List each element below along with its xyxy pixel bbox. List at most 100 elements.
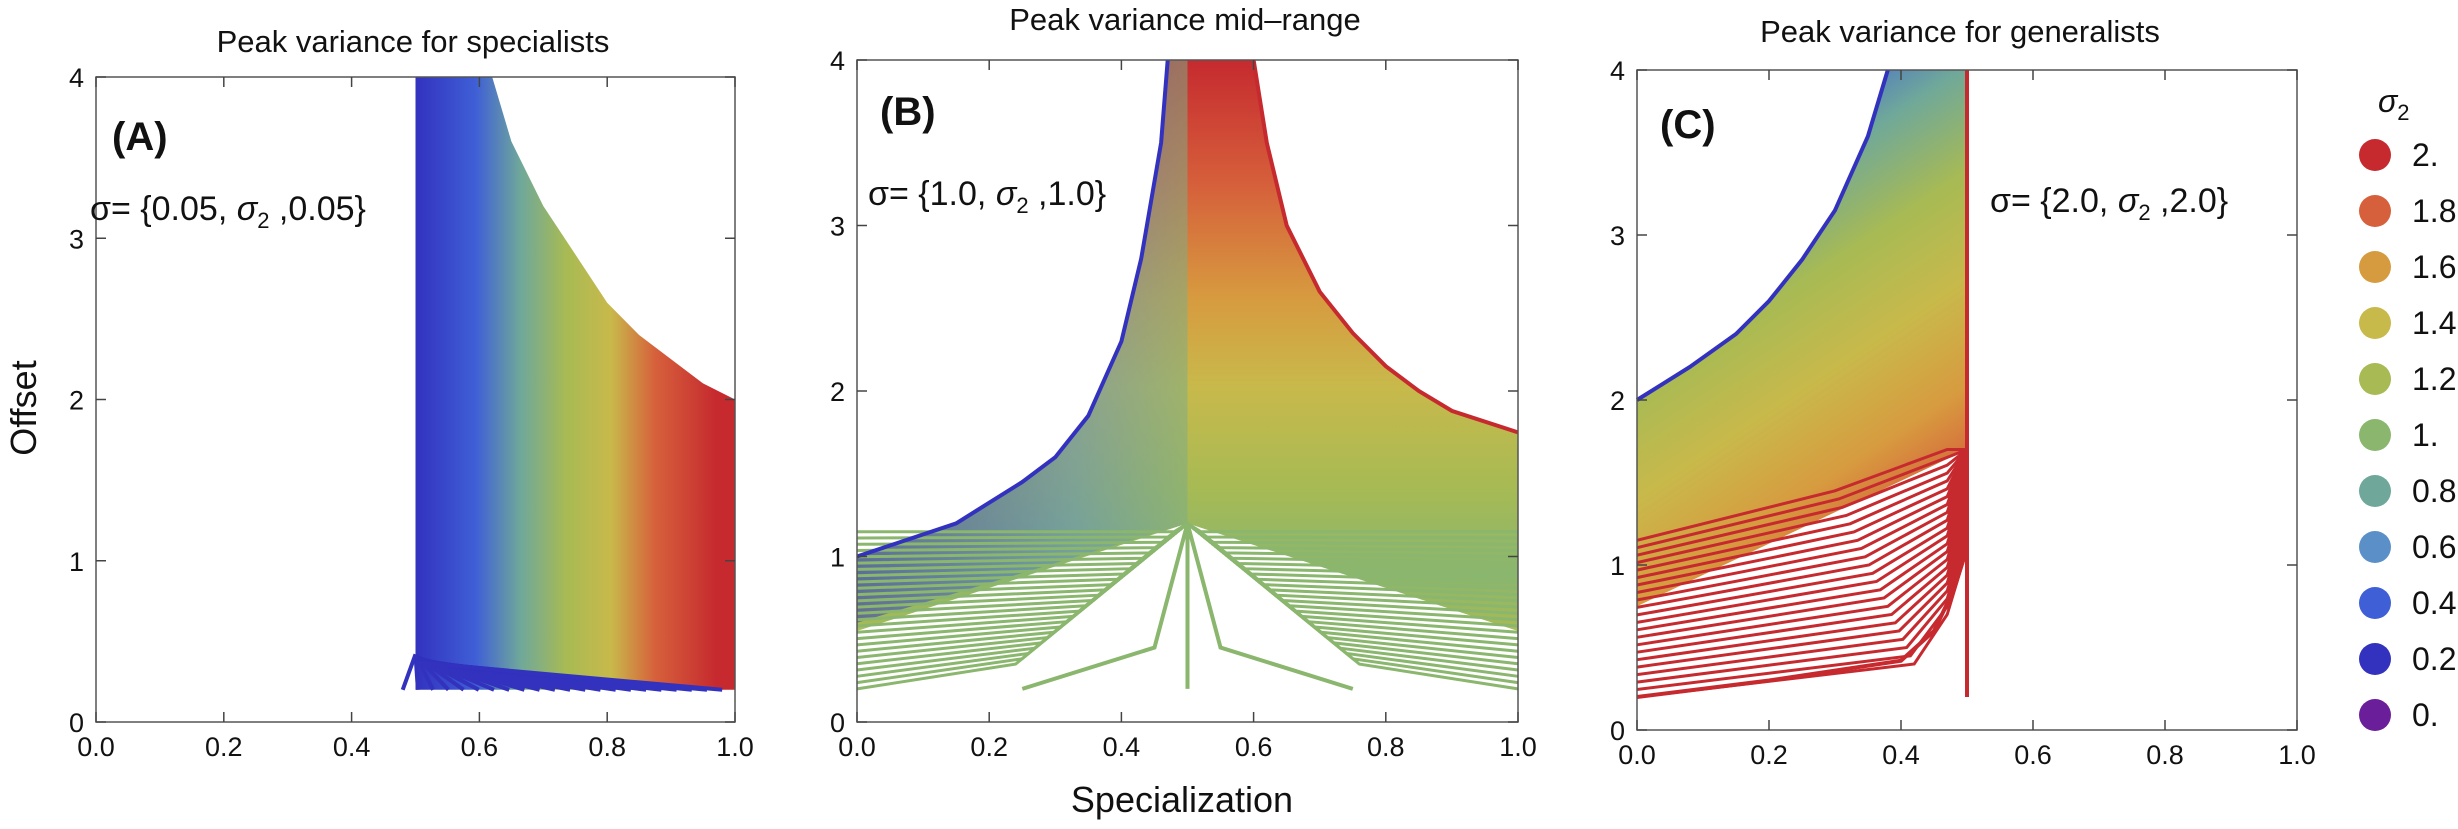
- x-tick-label: 0.6: [2014, 740, 2052, 770]
- panel-b-plot: 0.0 0.2 0.4 0.6 0.8 1.0 0 1 2 3 4: [830, 46, 1537, 762]
- legend-swatch: [2359, 139, 2391, 171]
- legend-title: σ2: [2378, 83, 2410, 125]
- x-tick-label: 1.0: [2278, 740, 2316, 770]
- panel-c-fan-line: [1636, 448, 1969, 565]
- panel-b-annotation-sub: 2: [1016, 193, 1028, 218]
- panel-b-annotation-prefix: σ= {1.0,: [868, 175, 996, 213]
- x-tick-label: 0.4: [1882, 740, 1920, 770]
- legend-swatch: [2359, 643, 2391, 675]
- legend-label: 2.: [2412, 137, 2439, 173]
- x-tick-label: 0.2: [1750, 740, 1788, 770]
- legend-swatch: [2359, 475, 2391, 507]
- legend-label: 1.2: [2412, 361, 2456, 397]
- panel-c-fan-line: [1636, 510, 1969, 662]
- y-tick-label: 1: [69, 547, 84, 577]
- panel-c-min-curve: [1635, 69, 1890, 402]
- panel-a-label: (A): [112, 115, 168, 159]
- legend-label: 0.6: [2412, 529, 2456, 565]
- legend: σ2 2. 1.8 1.6 1.4 1.2 1. 0.8 0.6 0.4 0.2 0.: [2359, 83, 2456, 733]
- panel-c: Peak variance for generalists 0.0 0.2 0.4 0…: [1610, 14, 2316, 770]
- panel-c-fan-line: [1636, 448, 1968, 550]
- legend-label: 0.2: [2412, 641, 2456, 677]
- panel-c-fan-line: [1636, 473, 1969, 624]
- panel-b-max-curve: [1251, 59, 1519, 435]
- y-tick-label: 2: [1610, 386, 1625, 416]
- x-tick-label: 0.6: [461, 732, 499, 762]
- panel-b-fan-line-left: [857, 522, 1189, 534]
- x-tick-label: 0.0: [1618, 740, 1656, 770]
- panel-b-fan-line-right: [1185, 522, 1354, 691]
- panel-c-fan-line: [1636, 465, 1969, 617]
- panel-c-fan-line: [1636, 451, 1969, 602]
- panel-b-variance-blue-wash: [857, 60, 1188, 623]
- panel-a-annotation: σ= {0.05, σ2 ,0.05}: [90, 190, 366, 233]
- panel-c-fan-line: [1636, 518, 1969, 669]
- legend-label: 0.: [2412, 697, 2439, 733]
- x-tick-label: 1.0: [716, 732, 754, 762]
- panel-b-min-curve: [856, 59, 1170, 559]
- y-tick-label: 0: [1610, 716, 1625, 746]
- panel-c-fan-line: [1636, 458, 1969, 609]
- y-tick-label: 3: [1610, 221, 1625, 251]
- legend-label: 1.: [2412, 417, 2439, 453]
- legend-label: 0.8: [2412, 473, 2456, 509]
- legend-items: 2. 1.8 1.6 1.4 1.2 1. 0.8 0.6 0.4 0.2 0.: [2359, 137, 2456, 733]
- y-axis-title: Offset: [3, 360, 44, 455]
- y-tick-label: 4: [1610, 56, 1625, 86]
- panel-a: Peak variance for specialists 0.0 0.2 0.4 0…: [69, 24, 754, 762]
- panel-c-fan-line: [1636, 448, 1969, 580]
- panel-a-annotation-suffix: ,0.05}: [269, 190, 365, 228]
- panel-c-annotation-sub: 2: [2138, 200, 2150, 225]
- panel-c-fan-line: [1636, 488, 1969, 639]
- panel-b-title: Peak variance mid–range: [1009, 2, 1361, 37]
- panel-c-annotation-prefix: σ= {2.0,: [1990, 182, 2118, 220]
- x-tick-label: 1.0: [1499, 732, 1537, 762]
- legend-swatch: [2359, 419, 2391, 451]
- panel-b-annotation-var: σ: [996, 175, 1018, 213]
- legend-label: 1.4: [2412, 305, 2456, 341]
- y-tick-label: 2: [69, 386, 84, 416]
- panel-c-fan-line: [1636, 448, 1969, 587]
- x-tick-label: 0.6: [1235, 732, 1273, 762]
- panel-a-title: Peak variance for specialists: [217, 24, 610, 59]
- panel-c-fan-line: [1636, 533, 1969, 684]
- panel-c-annotation-suffix: ,2.0}: [2151, 182, 2229, 220]
- x-tick-label: 0.0: [838, 732, 876, 762]
- panel-a-annotation-sub: 2: [257, 208, 269, 233]
- x-tick-label: 0.4: [1103, 732, 1141, 762]
- y-tick-label: 4: [830, 46, 845, 76]
- legend-swatch: [2359, 363, 2391, 395]
- panel-b-annotation: σ= {1.0, σ2 ,1.0}: [868, 175, 1106, 218]
- panel-c-fan-line: [1636, 448, 1968, 557]
- panel-c-title: Peak variance for generalists: [1760, 14, 2160, 49]
- x-tick-label: 0.4: [333, 732, 371, 762]
- y-tick-label: 2: [830, 377, 845, 407]
- panel-c-plot: 0.0 0.2 0.4 0.6 0.8 1.0 0 1 2 3 4: [1610, 56, 2316, 770]
- legend-swatch: [2359, 531, 2391, 563]
- x-tick-label: 0.0: [77, 732, 115, 762]
- legend-swatch: [2359, 251, 2391, 283]
- panel-a-annotation-var: σ: [237, 190, 259, 228]
- y-tick-label: 3: [830, 212, 845, 242]
- y-tick-label: 1: [830, 543, 845, 573]
- legend-swatch: [2359, 195, 2391, 227]
- panel-a-fan-line: [415, 660, 723, 692]
- panel-c-label: (C): [1660, 103, 1716, 147]
- y-tick-label: 4: [69, 63, 84, 93]
- y-tick-label: 0: [830, 708, 845, 738]
- panel-a-plot: 0.0 0.2 0.4 0.6 0.8 1.0 0 1 2 3 4: [69, 63, 754, 762]
- panel-b-fan-line-right: [1186, 522, 1518, 534]
- panel-b-label: (B): [880, 90, 936, 134]
- legend-title-symbol: σ: [2378, 83, 2399, 119]
- panel-b-fan-line-left: [1021, 522, 1190, 691]
- panel-a-annotation-prefix: σ= {0.05,: [90, 190, 237, 228]
- panel-c-fan-line: [1636, 525, 1969, 677]
- legend-title-sub: 2: [2397, 100, 2409, 125]
- panel-c-fan-line: [1636, 448, 1969, 594]
- panel-c-fan-line: [1636, 448, 1969, 572]
- legend-label: 0.4: [2412, 585, 2456, 621]
- legend-swatch: [2359, 307, 2391, 339]
- y-tick-label: 0: [69, 708, 84, 738]
- panel-c-fan-line: [1636, 480, 1969, 632]
